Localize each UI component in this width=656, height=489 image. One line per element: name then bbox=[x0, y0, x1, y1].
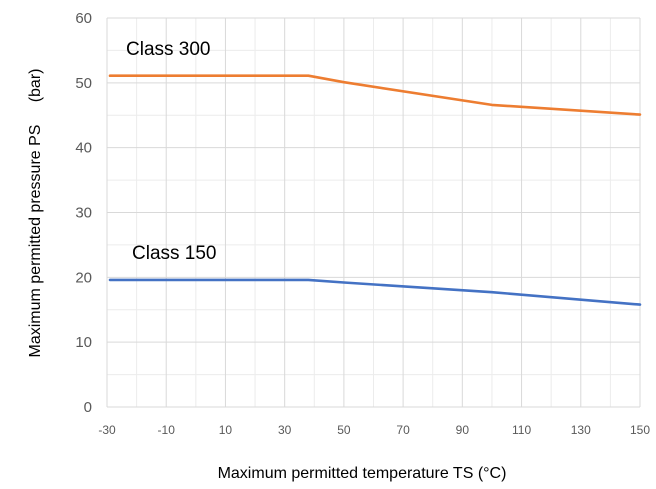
y-tick-label: 50 bbox=[75, 75, 92, 92]
y-tick-label: 30 bbox=[75, 205, 92, 222]
x-tick-labels: -30 -10 10 30 50 70 90 110 130 150 bbox=[98, 423, 650, 437]
y-tick-label: 0 bbox=[84, 399, 92, 416]
series-line-class-300 bbox=[108, 74, 642, 116]
x-tick-label: 70 bbox=[396, 423, 410, 437]
y-tick-label: 20 bbox=[75, 269, 92, 286]
x-tick-label: -30 bbox=[98, 423, 116, 437]
series-label-class-150: Class 150 bbox=[132, 243, 217, 264]
x-tick-label: -10 bbox=[158, 423, 176, 437]
x-axis-label: Maximum permitted temperature TS (°C) bbox=[218, 465, 507, 482]
x-tick-label: 50 bbox=[337, 423, 351, 437]
y-axis-label: Maximum permitted pressure PS (bar) bbox=[27, 69, 44, 358]
y-tick-label: 60 bbox=[75, 10, 92, 27]
series-lines bbox=[108, 74, 642, 306]
x-tick-label: 110 bbox=[512, 423, 531, 437]
y-tick-labels: 0 10 20 30 40 50 60 bbox=[75, 10, 92, 416]
x-tick-label: 10 bbox=[219, 423, 233, 437]
y-tick-label: 40 bbox=[75, 140, 92, 157]
x-tick-label: 150 bbox=[630, 423, 650, 437]
series-line-class-150 bbox=[108, 278, 642, 306]
x-tick-label: 90 bbox=[456, 423, 470, 437]
y-tick-label: 10 bbox=[75, 334, 92, 351]
x-tick-label: 30 bbox=[278, 423, 292, 437]
series-label-class-300: Class 300 bbox=[126, 39, 211, 60]
x-tick-label: 130 bbox=[571, 423, 591, 437]
